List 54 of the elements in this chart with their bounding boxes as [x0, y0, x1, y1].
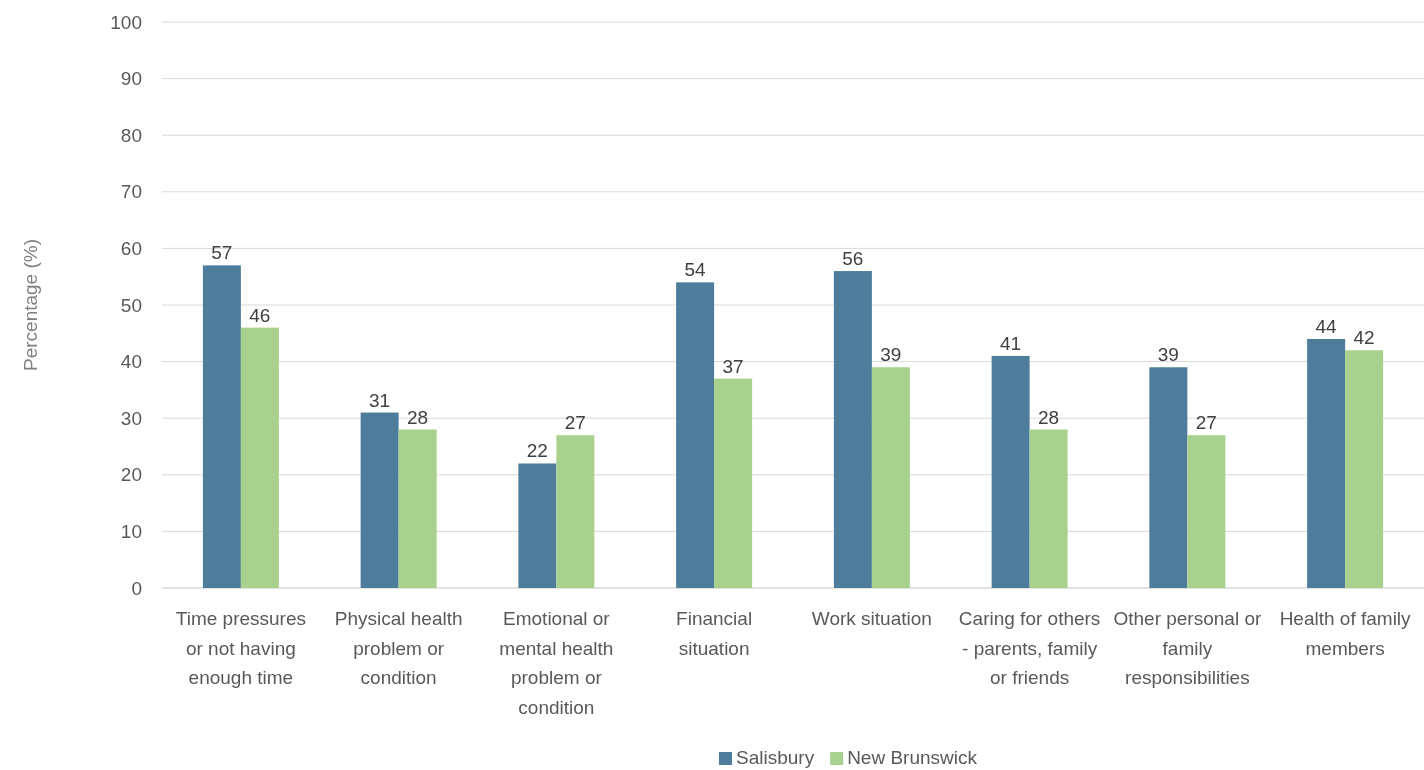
bar: [398, 429, 437, 588]
data-label: 27: [564, 412, 586, 434]
x-tick-label: Financial situation: [676, 608, 753, 659]
data-label: 46: [249, 304, 271, 326]
data-label: 54: [684, 259, 707, 281]
bar: [833, 271, 872, 588]
bar: [991, 355, 1030, 588]
y-axis-title: Percentage (%): [20, 238, 41, 372]
x-tick-label: Time pressures or not having enough time: [175, 608, 306, 688]
bar: [676, 282, 715, 588]
data-label: 37: [722, 355, 744, 377]
x-tick-label: Other personal or family responsibilities: [1113, 608, 1262, 688]
x-tick-label: Health of family members: [1279, 608, 1412, 659]
y-tick-label: 80: [120, 124, 142, 146]
data-label: 28: [1038, 406, 1060, 428]
data-label: 56: [842, 248, 864, 270]
x-tick-label: Caring for others - parents, family or friends: [958, 608, 1101, 688]
bar: [714, 378, 753, 588]
data-label: 39: [880, 344, 902, 366]
bar: [1345, 350, 1384, 588]
y-tick-label: 30: [120, 407, 142, 429]
bar: [1029, 429, 1068, 588]
bar: [871, 367, 910, 588]
x-tick-label: Work situation: [811, 608, 932, 629]
bar: [518, 463, 557, 588]
data-label: 41: [1000, 332, 1022, 354]
y-tick-label: 60: [120, 237, 142, 259]
y-tick-label: 50: [120, 294, 142, 316]
x-tick-label: Physical health problem or condition: [334, 608, 463, 688]
data-label: 44: [1315, 315, 1338, 337]
data-label: 42: [1353, 327, 1375, 349]
legend-label: Salisbury: [735, 747, 815, 768]
bar: [1149, 367, 1188, 588]
data-label: 57: [211, 242, 233, 264]
bar: [202, 265, 241, 588]
y-tick-label: 40: [120, 351, 142, 373]
y-tick-label: 90: [120, 68, 142, 90]
bar: [360, 412, 399, 588]
bar: [1187, 435, 1226, 588]
data-label: 28: [407, 406, 429, 428]
bar: [240, 327, 279, 588]
data-label: 27: [1195, 412, 1217, 434]
legend-label: New Brunswick: [847, 747, 978, 768]
bar: [1307, 338, 1346, 588]
y-tick-label: 20: [120, 464, 142, 486]
y-tick-label: 70: [120, 181, 142, 203]
data-label: 22: [526, 440, 548, 462]
y-tick-label: 10: [120, 520, 142, 542]
y-tick-label: 100: [110, 11, 142, 33]
data-label: 39: [1157, 344, 1179, 366]
bar: [556, 435, 595, 588]
data-label: 31: [369, 389, 391, 411]
y-tick-label: 0: [131, 577, 142, 599]
x-tick-label: Emotional or mental health problem or condition: [499, 608, 614, 718]
